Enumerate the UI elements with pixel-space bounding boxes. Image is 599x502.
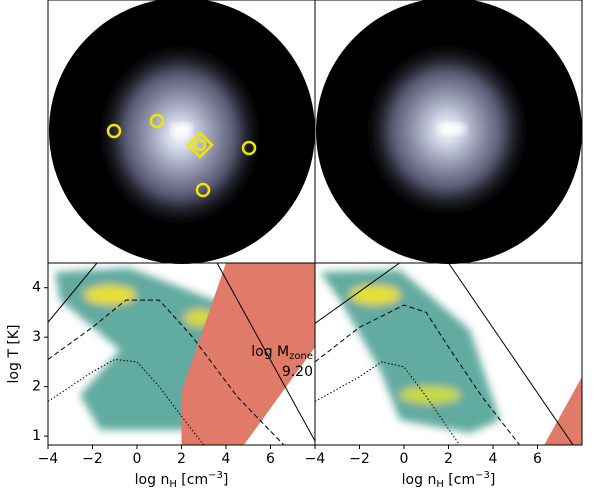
model-line <box>315 263 400 324</box>
model-line <box>216 263 315 442</box>
plot-area <box>48 263 315 445</box>
y-tick-label: 3 <box>32 329 41 345</box>
x-label-text: log n <box>135 472 170 488</box>
plot-area <box>315 263 582 445</box>
excluded-region <box>181 263 315 445</box>
x-label-unit: [cm <box>444 472 475 488</box>
x-label-sup: −3 <box>475 470 490 481</box>
x-tick-label: 6 <box>533 451 542 467</box>
x-label-sub: H <box>169 479 177 490</box>
annotation-value: 9.20 <box>282 364 313 380</box>
y-axis-label: log T [K] <box>6 325 22 384</box>
x-tick-label: 0 <box>133 451 142 467</box>
x-tick-label: 0 <box>400 451 409 467</box>
model-line <box>48 263 98 323</box>
y-tick-label: 4 <box>32 280 41 296</box>
x-tick-label: −4 <box>305 451 326 467</box>
model-line <box>48 358 205 445</box>
x-tick-label: 4 <box>222 451 231 467</box>
x-axis-label: log nH [cm−3] <box>402 470 496 490</box>
x-tick-label: 6 <box>266 451 275 467</box>
model-line <box>315 304 521 445</box>
x-label-text: log n <box>402 472 437 488</box>
markers <box>106 113 257 198</box>
annotation-sub: zone <box>289 351 313 362</box>
x-axis-label: log nH [cm−3] <box>135 470 229 490</box>
excluded-region <box>544 376 582 445</box>
x-label-unit: [cm <box>177 472 208 488</box>
model-line <box>315 361 461 445</box>
x-label-close: ] <box>490 472 495 488</box>
model-line <box>48 299 285 445</box>
x-label-close: ] <box>223 472 228 488</box>
x-tick-label: 4 <box>489 451 498 467</box>
density <box>320 270 500 433</box>
y-tick-label: 1 <box>32 428 41 444</box>
gas-core <box>172 123 192 137</box>
x-tick-label: 2 <box>177 451 186 467</box>
x-tick-label: −2 <box>349 451 370 467</box>
x-label-sub: H <box>436 479 444 490</box>
x-tick-label: −2 <box>82 451 103 467</box>
gas-core <box>438 123 466 135</box>
model-line <box>448 263 574 445</box>
y-tick-label: 2 <box>32 379 41 395</box>
x-tick-label: −4 <box>38 451 59 467</box>
x-label-sup: −3 <box>208 470 223 481</box>
x-tick-label: 2 <box>444 451 453 467</box>
annotation: log Mzone <box>251 344 313 362</box>
annotation-text: log M <box>251 344 289 360</box>
